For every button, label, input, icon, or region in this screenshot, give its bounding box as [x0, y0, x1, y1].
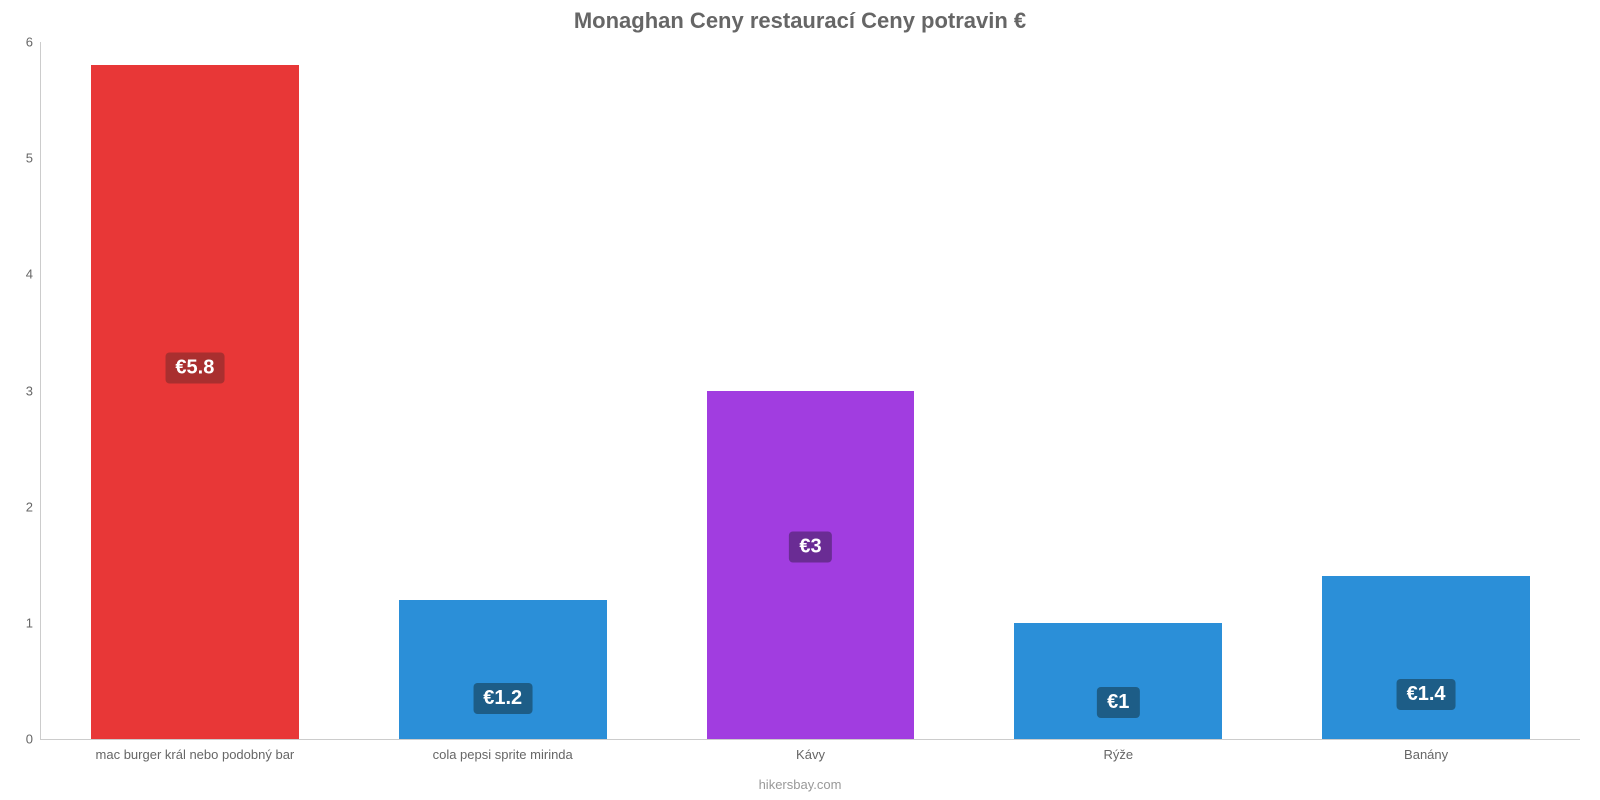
chart-subtitle: hikersbay.com: [0, 777, 1600, 792]
x-tick-label: Kávy: [796, 739, 825, 762]
x-tick-label: mac burger král nebo podobný bar: [96, 739, 295, 762]
bar: €1.2: [399, 600, 607, 739]
bar: €1.4: [1322, 576, 1530, 739]
y-tick-label: 3: [26, 383, 41, 398]
x-tick-label: Rýže: [1103, 739, 1133, 762]
value-badge: €3: [789, 532, 831, 563]
value-badge: €1: [1097, 687, 1139, 718]
bar: €5.8: [91, 65, 299, 739]
y-tick-label: 0: [26, 732, 41, 747]
value-badge: €1.4: [1397, 679, 1456, 710]
x-tick-label: Banány: [1404, 739, 1448, 762]
y-tick-label: 4: [26, 267, 41, 282]
chart-title: Monaghan Ceny restaurací Ceny potravin €: [0, 8, 1600, 34]
bar: €3: [707, 391, 915, 740]
value-badge: €1.2: [473, 683, 532, 714]
chart-container: Monaghan Ceny restaurací Ceny potravin €…: [0, 0, 1600, 800]
plot-area: 0123456€5.8mac burger král nebo podobný …: [40, 42, 1580, 740]
y-tick-label: 2: [26, 499, 41, 514]
x-tick-label: cola pepsi sprite mirinda: [433, 739, 573, 762]
bar: €1: [1014, 623, 1222, 739]
y-tick-label: 6: [26, 35, 41, 50]
y-tick-label: 5: [26, 151, 41, 166]
y-tick-label: 1: [26, 615, 41, 630]
value-badge: €5.8: [165, 353, 224, 384]
